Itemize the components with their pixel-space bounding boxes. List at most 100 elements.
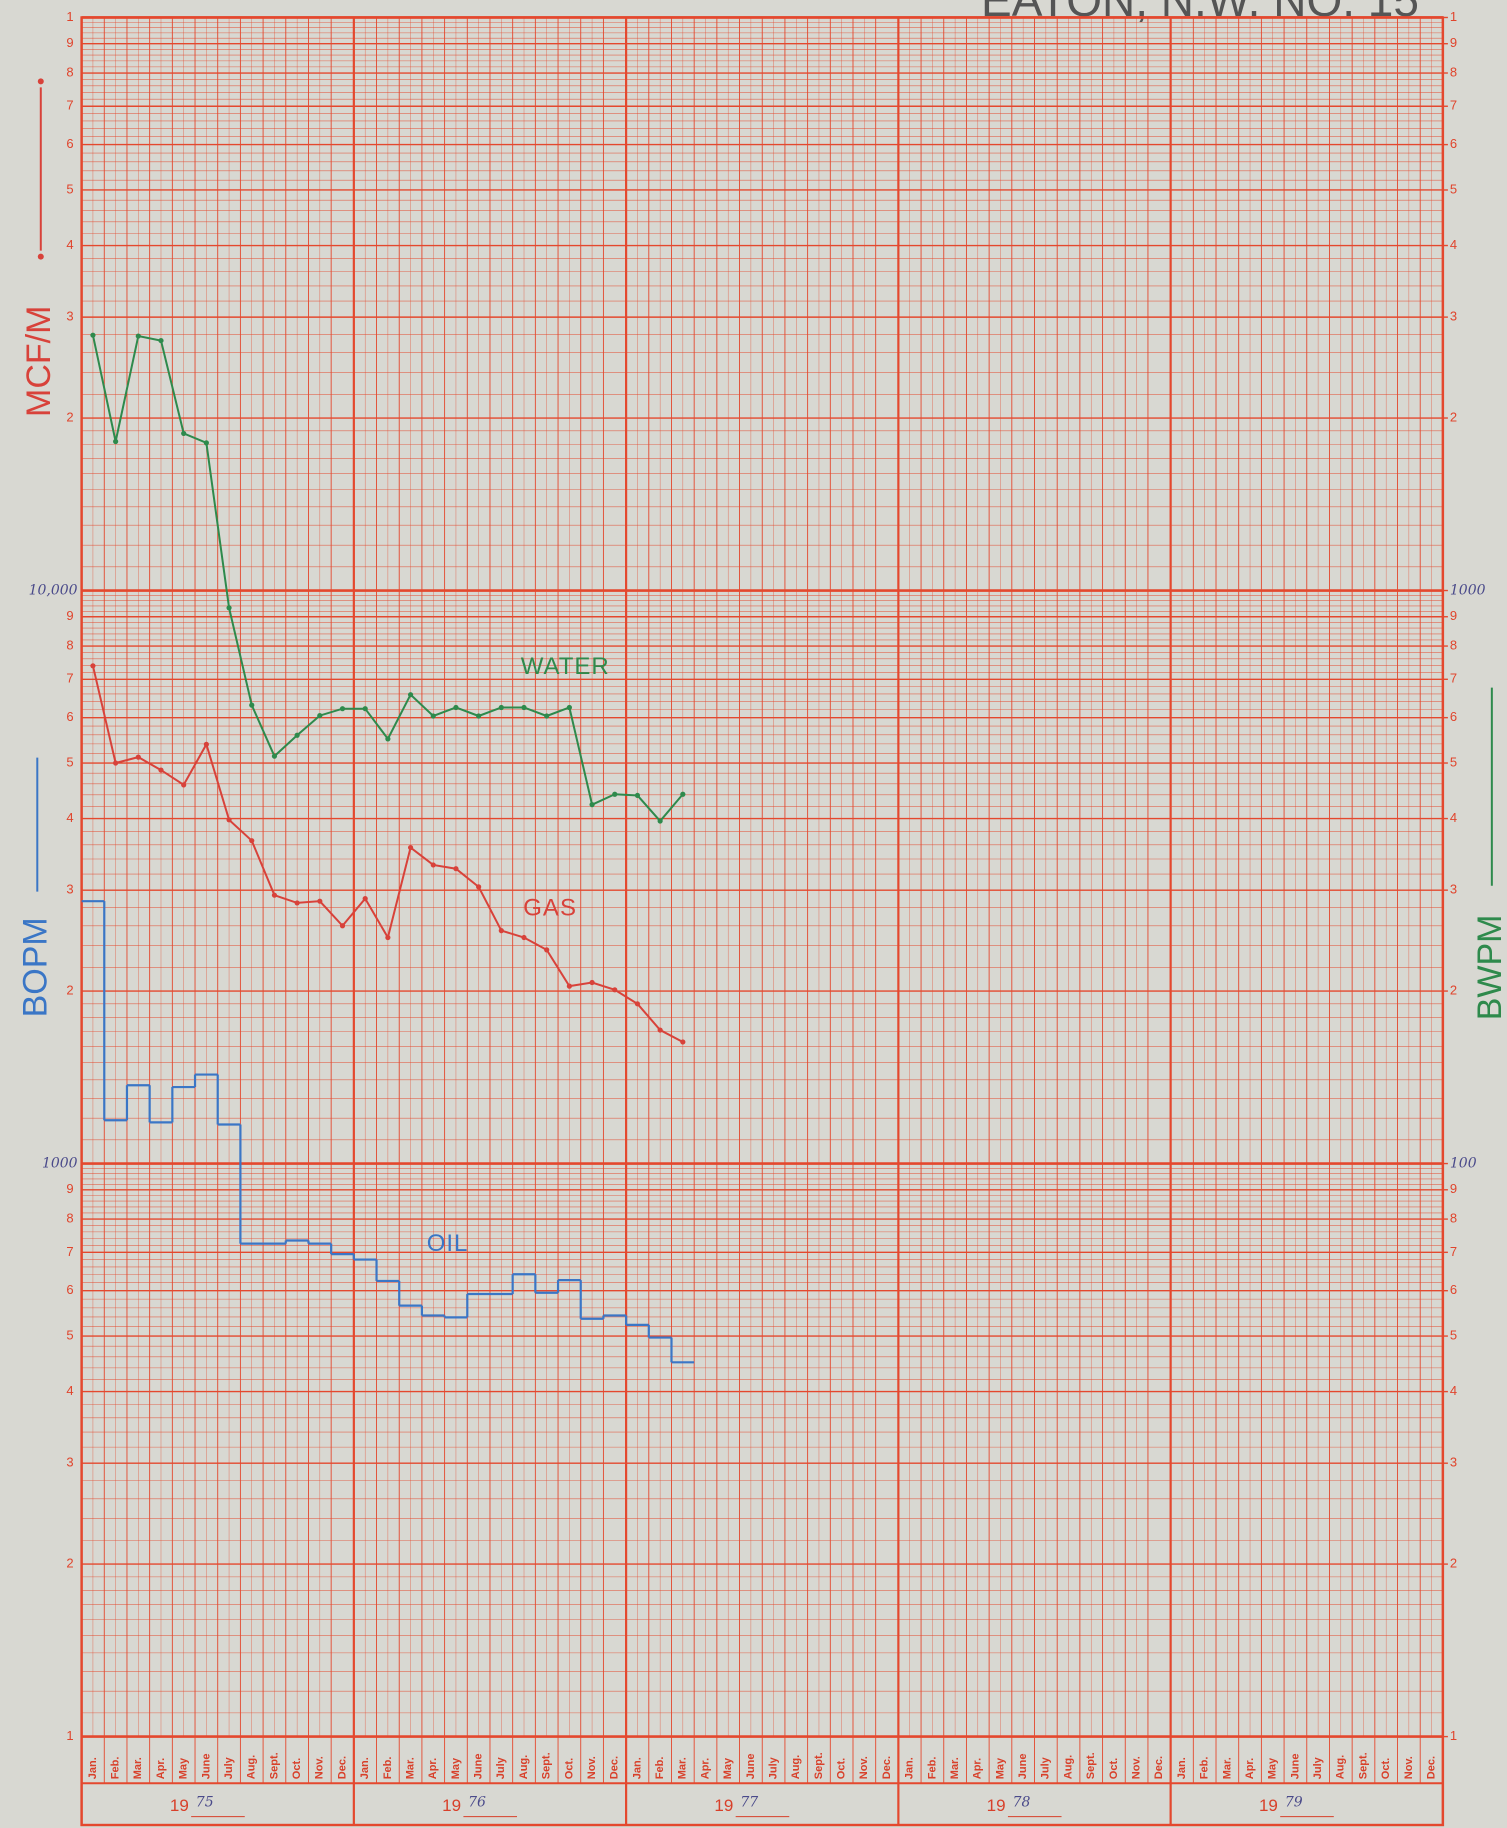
- x-tick-label: July: [1312, 1756, 1324, 1779]
- x-tick-label: Feb.: [1199, 1757, 1211, 1780]
- data-point: [544, 947, 550, 953]
- y2-tick-label: 5: [1450, 1328, 1457, 1343]
- data-point: [271, 892, 278, 898]
- data-point: [680, 791, 686, 797]
- year-value: 76: [468, 1795, 486, 1811]
- data-point: [385, 934, 391, 941]
- y2-tick-label: 3: [1450, 1455, 1457, 1470]
- year-value: 75: [196, 1795, 214, 1811]
- data-point: [453, 866, 459, 872]
- axis-label: BOPM: [16, 917, 54, 1017]
- y-tick-label: 9: [66, 608, 73, 623]
- x-tick-label: Oct.: [1380, 1758, 1392, 1779]
- data-point: [181, 782, 187, 788]
- x-tick-label: Aug.: [1062, 1755, 1074, 1779]
- year-prefix: 19: [170, 1796, 189, 1815]
- x-tick-label: Aug.: [790, 1755, 802, 1779]
- data-point: [476, 713, 482, 719]
- x-tick-label: Aug.: [1335, 1755, 1347, 1779]
- y-tick-label: 6: [66, 136, 73, 151]
- year-prefix: 19: [442, 1796, 461, 1815]
- data-point: [317, 898, 323, 904]
- x-tick-label: Mar.: [132, 1757, 144, 1779]
- data-point: [657, 818, 663, 824]
- y-tick-label: 10,000: [29, 583, 78, 599]
- y-tick-label: 8: [66, 637, 73, 652]
- y2-tick-label: 9: [1450, 608, 1457, 623]
- y-tick-label: 1000: [42, 1156, 78, 1172]
- year-value: 77: [740, 1795, 758, 1811]
- y2-tick-label: 8: [1450, 64, 1457, 79]
- data-point: [362, 895, 368, 902]
- data-point: [589, 802, 595, 808]
- data-point: [249, 702, 255, 708]
- x-tick-label: July: [1040, 1756, 1052, 1779]
- data-point: [430, 862, 436, 868]
- data-point: [612, 987, 618, 993]
- data-point: [271, 753, 278, 759]
- data-point: [476, 884, 482, 890]
- data-point: [453, 704, 459, 711]
- data-point: [544, 713, 550, 719]
- data-point: [566, 983, 572, 989]
- x-tick-label: Jan.: [87, 1757, 99, 1779]
- x-tick-label: May: [1267, 1757, 1279, 1779]
- y2-tick-label: 7: [1450, 1244, 1457, 1259]
- chart-title: EATON, N.W. NO. 15: [981, 0, 1419, 26]
- x-tick-label: July: [495, 1756, 507, 1779]
- axis-legend-dot: [37, 78, 44, 85]
- x-tick-label: Oct.: [291, 1758, 303, 1779]
- x-tick-label: July: [767, 1756, 779, 1779]
- data-point: [521, 934, 527, 941]
- x-tick-label: Feb.: [926, 1757, 938, 1780]
- y2-tick-label: 7: [1450, 98, 1457, 113]
- y-tick-label: 4: [66, 1383, 73, 1398]
- y-tick-label: 5: [66, 1328, 73, 1343]
- data-point: [634, 1001, 641, 1007]
- x-tick-label: Apr.: [1244, 1758, 1256, 1779]
- x-tick-label: Apr.: [972, 1758, 984, 1779]
- x-tick-label: Jan.: [1176, 1757, 1188, 1779]
- x-tick-label: July: [223, 1756, 235, 1779]
- x-tick-label: Dec.: [1425, 1756, 1437, 1779]
- data-point: [226, 817, 232, 823]
- y-tick-label: 7: [66, 98, 73, 113]
- x-tick-label: Apr.: [155, 1758, 167, 1779]
- y2-tick-label: 4: [1450, 810, 1457, 825]
- y2-tick-label: 6: [1450, 709, 1457, 724]
- y2-tick-label: 1000: [1450, 583, 1486, 599]
- plot-frame: [80, 16, 1445, 1827]
- y2-tick-label: 7: [1450, 671, 1457, 686]
- data-point: [657, 1027, 663, 1033]
- data-point: [90, 663, 96, 669]
- y2-tick-label: 6: [1450, 1282, 1457, 1297]
- data-point: [612, 791, 618, 797]
- data-point: [521, 704, 527, 711]
- x-tick-label: Jan.: [359, 1757, 371, 1779]
- data-point: [294, 732, 300, 738]
- x-tick-label: May: [178, 1757, 190, 1779]
- y2-tick-label: 1: [1450, 1728, 1457, 1743]
- y-tick-label: 4: [66, 810, 73, 825]
- data-point: [634, 792, 641, 799]
- x-tick-label: Mar.: [949, 1757, 961, 1779]
- x-tick-label: Oct.: [1108, 1758, 1120, 1779]
- x-tick-label: June: [1017, 1754, 1029, 1780]
- y-tick-label: 3: [66, 309, 73, 324]
- x-tick-label: Aug.: [246, 1755, 258, 1779]
- y-tick-label: 2: [66, 1556, 73, 1571]
- x-tick-label: Nov.: [314, 1756, 326, 1779]
- x-tick-label: Nov.: [858, 1756, 870, 1779]
- x-tick-label: Oct.: [836, 1758, 848, 1779]
- data-point: [181, 430, 187, 437]
- x-tick-label: Jan.: [904, 1757, 916, 1779]
- y-tick-label: 6: [66, 1282, 73, 1297]
- x-tick-label: Apr.: [699, 1758, 711, 1779]
- x-tick-label: Mar.: [404, 1757, 416, 1779]
- data-point: [158, 337, 164, 344]
- y-tick-label: 1: [66, 1728, 73, 1743]
- y-tick-label: 4: [66, 237, 73, 252]
- x-tick-label: Dec.: [881, 1756, 893, 1779]
- data-point: [317, 712, 323, 719]
- data-point: [339, 923, 346, 929]
